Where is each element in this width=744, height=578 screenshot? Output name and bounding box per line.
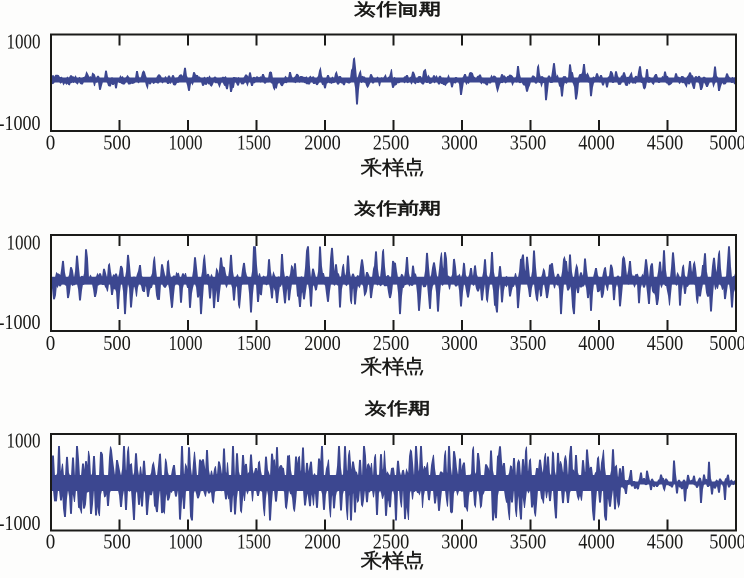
svg-text:1500: 1500: [237, 331, 271, 355]
svg-text:-1000: -1000: [0, 511, 41, 535]
svg-text:3000: 3000: [441, 131, 478, 155]
svg-text:500: 500: [103, 331, 131, 355]
svg-text:0: 0: [46, 530, 56, 554]
svg-text:4000: 4000: [578, 530, 615, 554]
svg-text:500: 500: [103, 131, 131, 155]
svg-text:3500: 3500: [510, 530, 547, 554]
svg-text:5000: 5000: [709, 331, 744, 355]
svg-text:-1000: -1000: [0, 310, 41, 334]
svg-text:0: 0: [46, 331, 56, 355]
svg-text:1000: 1000: [7, 231, 41, 255]
svg-text:2500: 2500: [373, 131, 410, 155]
svg-text:-1000: -1000: [0, 111, 41, 135]
svg-text:4000: 4000: [578, 331, 615, 355]
svg-text:3000: 3000: [441, 331, 478, 355]
svg-text:1000: 1000: [169, 331, 203, 355]
svg-text:2500: 2500: [373, 530, 410, 554]
svg-text:3500: 3500: [510, 131, 547, 155]
svg-text:4000: 4000: [578, 131, 615, 155]
svg-text:3500: 3500: [510, 331, 547, 355]
svg-text:4500: 4500: [647, 530, 684, 554]
svg-text:4500: 4500: [647, 131, 684, 155]
svg-text:5000: 5000: [709, 131, 744, 155]
svg-text:5000: 5000: [709, 530, 744, 554]
svg-text:1000: 1000: [169, 131, 203, 155]
svg-text:2000: 2000: [304, 131, 341, 155]
svg-text:1000: 1000: [7, 30, 41, 54]
svg-text:2000: 2000: [304, 530, 341, 554]
svg-text:3000: 3000: [441, 530, 478, 554]
svg-text:1000: 1000: [169, 530, 203, 554]
svg-text:1500: 1500: [237, 530, 271, 554]
svg-text:2000: 2000: [304, 331, 341, 355]
svg-text:2500: 2500: [373, 331, 410, 355]
svg-text:500: 500: [103, 530, 131, 554]
svg-text:4500: 4500: [647, 331, 684, 355]
svg-text:1000: 1000: [7, 428, 41, 452]
svg-text:0: 0: [46, 131, 56, 155]
svg-text:1500: 1500: [237, 131, 271, 155]
